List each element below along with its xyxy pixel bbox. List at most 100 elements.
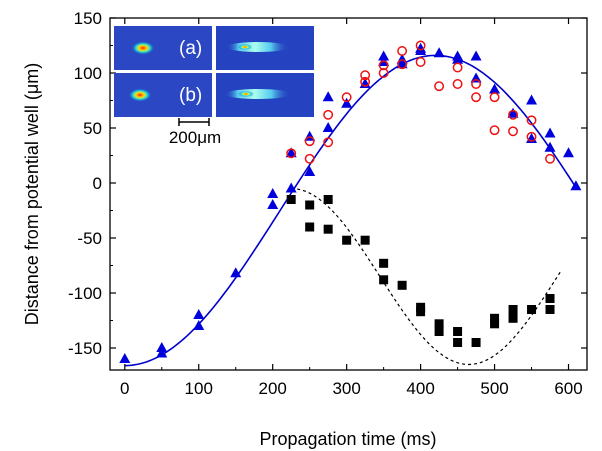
- triangle-point: [119, 353, 131, 363]
- inset-label-b: (b): [179, 85, 202, 106]
- circle-point: [452, 62, 463, 73]
- triangle-point: [267, 199, 279, 209]
- square-point: [397, 280, 407, 290]
- triangle-point: [304, 166, 316, 176]
- square-point: [416, 307, 426, 317]
- circle-point: [508, 109, 518, 120]
- triangle-point: [563, 147, 575, 158]
- inset-core-a: [238, 44, 252, 50]
- x-tick-label: 0: [120, 379, 129, 398]
- triangle-point: [285, 182, 297, 193]
- circle-point: [397, 46, 408, 56]
- inset-streak-b: [224, 89, 292, 99]
- dashed-curve: [291, 187, 562, 366]
- scale-bar: [178, 118, 210, 126]
- square-point: [453, 327, 463, 336]
- circle-point: [360, 76, 371, 87]
- triangle-point: [193, 309, 205, 319]
- triangle-point: [544, 141, 556, 152]
- square-point: [508, 305, 518, 314]
- x-tick-label: 400: [406, 379, 434, 398]
- square-point: [490, 319, 500, 329]
- triangle-point: [526, 94, 538, 105]
- plot-frame: [109, 17, 588, 371]
- circle-point: [360, 70, 371, 81]
- square-point: [471, 338, 481, 347]
- triangle-point: [415, 42, 427, 53]
- inset-label-a: (a): [179, 38, 202, 59]
- inset-core-b: [238, 91, 254, 97]
- x-tick-label: 200: [259, 379, 287, 398]
- square-point: [305, 222, 315, 232]
- circle-point: [286, 148, 297, 159]
- circle-point: [526, 131, 537, 142]
- y-tick-label: 100: [74, 64, 102, 83]
- circle-point: [471, 92, 482, 103]
- circle-point: [304, 153, 315, 164]
- square-point: [434, 327, 444, 336]
- y-tick-label: 50: [83, 119, 102, 138]
- circle-point: [545, 153, 555, 164]
- circle-point: [323, 137, 334, 148]
- y-tick-label: -50: [77, 229, 102, 248]
- x-tick-label: 100: [185, 379, 213, 398]
- triangle-point: [285, 147, 297, 158]
- square-point: [379, 258, 389, 268]
- x-tick-label: 500: [480, 379, 508, 398]
- inset-atom-cloud-b: [128, 88, 152, 102]
- triangle-point: [452, 50, 464, 61]
- square-point: [508, 313, 518, 323]
- circle-point: [489, 125, 500, 136]
- triangle-point: [193, 320, 205, 330]
- triangle-point: [507, 107, 519, 118]
- y-axis-label: Distance from potential well (μm): [22, 63, 42, 325]
- x-tick-label: 300: [332, 379, 360, 398]
- square-point: [545, 305, 555, 314]
- y-tick-label: -100: [68, 284, 102, 303]
- circle-point: [415, 40, 426, 51]
- inset-atom-cloud-a: [131, 41, 155, 55]
- circle-point: [434, 81, 445, 92]
- square-point: [286, 195, 296, 204]
- triangle-point: [230, 267, 242, 278]
- square-point: [342, 235, 352, 245]
- circle-point: [452, 79, 463, 89]
- circle-point: [508, 126, 518, 137]
- circle-point: [341, 92, 352, 103]
- circle-point: [415, 57, 426, 67]
- triangle-point: [433, 47, 445, 58]
- triangle-point: [156, 342, 168, 352]
- triangle-point: [322, 122, 334, 132]
- circle-point: [471, 79, 482, 89]
- square-point: [490, 313, 500, 323]
- square-point: [323, 195, 333, 204]
- inset-panel-a-left: [114, 26, 212, 70]
- square-point: [527, 305, 537, 314]
- square-point: [379, 275, 389, 285]
- triangle-point: [570, 180, 582, 191]
- y-tick-label: -150: [68, 339, 102, 358]
- triangle-point: [396, 58, 408, 69]
- square-point: [323, 224, 333, 234]
- square-point: [545, 294, 555, 303]
- square-point: [434, 319, 444, 329]
- circle-point: [526, 115, 537, 126]
- triangle-point: [544, 127, 556, 138]
- x-tick-label: 600: [554, 379, 582, 398]
- circle-point: [489, 92, 500, 103]
- inset-streak-a: [226, 42, 290, 52]
- triangle-point: [322, 91, 334, 102]
- triangle-point: [378, 50, 390, 61]
- circle-point: [378, 60, 389, 71]
- square-point: [453, 338, 463, 347]
- circle-point: [397, 59, 408, 70]
- square-point: [305, 200, 315, 210]
- inset: (a) (b) 200μm: [114, 26, 314, 147]
- square-point: [360, 235, 370, 245]
- x-axis-label: Propagation time (ms): [259, 429, 436, 449]
- triangle-point: [156, 347, 168, 358]
- triangle-point: [489, 83, 501, 94]
- y-tick-label: 150: [74, 9, 102, 28]
- circle-point: [304, 136, 315, 147]
